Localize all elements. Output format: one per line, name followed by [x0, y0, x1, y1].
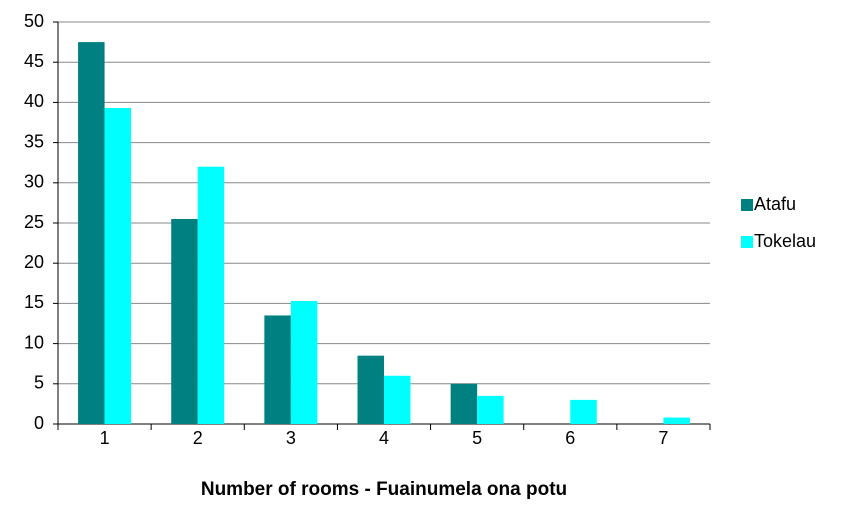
x-tick-label: 6 — [565, 428, 575, 448]
y-tick-label: 0 — [34, 413, 44, 433]
x-tick-label: 1 — [100, 428, 110, 448]
bar — [450, 383, 478, 424]
legend-swatch — [741, 199, 753, 211]
x-tick-label: 3 — [286, 428, 296, 448]
legend-label: Tokelau — [754, 231, 816, 251]
x-tick-label: 7 — [658, 428, 668, 448]
y-tick-label: 30 — [24, 172, 44, 192]
bar — [384, 375, 411, 424]
bar — [264, 315, 291, 424]
legend-label: Atafu — [754, 194, 796, 214]
y-tick-label: 40 — [24, 91, 44, 111]
y-tick-label: 20 — [24, 252, 44, 272]
bar — [171, 218, 198, 424]
bar — [104, 108, 132, 424]
bar — [477, 395, 504, 424]
legend-swatch — [741, 236, 753, 248]
x-tick-label: 5 — [472, 428, 482, 448]
bar — [570, 399, 597, 424]
bar — [663, 417, 690, 424]
x-tick-label: 2 — [193, 428, 203, 448]
x-tick-label: 4 — [379, 428, 389, 448]
y-tick-label: 10 — [24, 332, 44, 352]
bar — [290, 300, 318, 424]
y-tick-label: 5 — [34, 373, 44, 393]
y-tick-label: 25 — [24, 212, 44, 232]
y-tick-label: 35 — [24, 131, 44, 151]
bar — [197, 166, 225, 424]
y-tick-label: 45 — [24, 51, 44, 71]
y-tick-label: 50 — [24, 11, 44, 31]
bar — [357, 355, 384, 424]
y-tick-label: 15 — [24, 292, 44, 312]
x-axis-title: Number of rooms - Fuainumela ona potu — [201, 479, 567, 500]
bar — [78, 42, 105, 424]
